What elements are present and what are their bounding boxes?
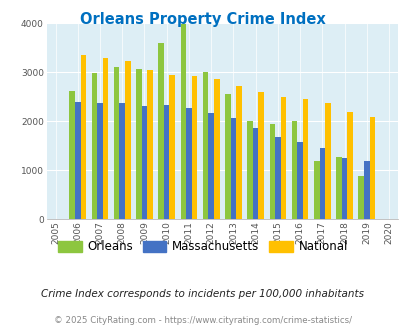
Bar xyxy=(80,54,86,219)
Bar xyxy=(280,97,286,219)
Bar xyxy=(275,138,280,219)
Bar xyxy=(119,103,125,219)
Bar xyxy=(97,103,102,219)
Bar xyxy=(358,176,363,219)
Bar xyxy=(147,70,152,219)
Bar xyxy=(136,69,141,219)
Bar xyxy=(335,157,341,219)
Bar xyxy=(319,148,324,219)
Bar xyxy=(341,158,346,219)
Bar xyxy=(186,108,191,219)
Bar xyxy=(346,112,352,219)
Bar xyxy=(252,128,258,219)
Bar xyxy=(141,106,147,219)
Bar xyxy=(164,105,169,219)
Bar xyxy=(69,91,75,219)
Bar xyxy=(291,121,296,219)
Bar xyxy=(247,121,252,219)
Bar xyxy=(180,23,186,219)
Legend: Orleans, Massachusetts, National: Orleans, Massachusetts, National xyxy=(53,236,352,258)
Bar xyxy=(313,160,319,219)
Text: © 2025 CityRating.com - https://www.cityrating.com/crime-statistics/: © 2025 CityRating.com - https://www.city… xyxy=(54,316,351,325)
Bar xyxy=(269,124,275,219)
Bar xyxy=(224,94,230,219)
Text: Crime Index corresponds to incidents per 100,000 inhabitants: Crime Index corresponds to incidents per… xyxy=(41,289,364,299)
Bar xyxy=(208,114,213,219)
Bar xyxy=(236,86,241,219)
Text: Orleans Property Crime Index: Orleans Property Crime Index xyxy=(80,12,325,26)
Bar xyxy=(102,58,108,219)
Bar xyxy=(324,103,330,219)
Bar xyxy=(213,79,219,219)
Bar xyxy=(369,117,374,219)
Bar xyxy=(230,118,236,219)
Bar xyxy=(158,43,164,219)
Bar xyxy=(75,102,80,219)
Bar xyxy=(114,67,119,219)
Bar xyxy=(296,142,302,219)
Bar xyxy=(363,161,369,219)
Bar xyxy=(191,76,197,219)
Bar xyxy=(125,61,130,219)
Bar xyxy=(258,92,263,219)
Bar xyxy=(92,73,97,219)
Bar xyxy=(169,75,175,219)
Bar xyxy=(202,72,208,219)
Bar xyxy=(302,99,308,219)
